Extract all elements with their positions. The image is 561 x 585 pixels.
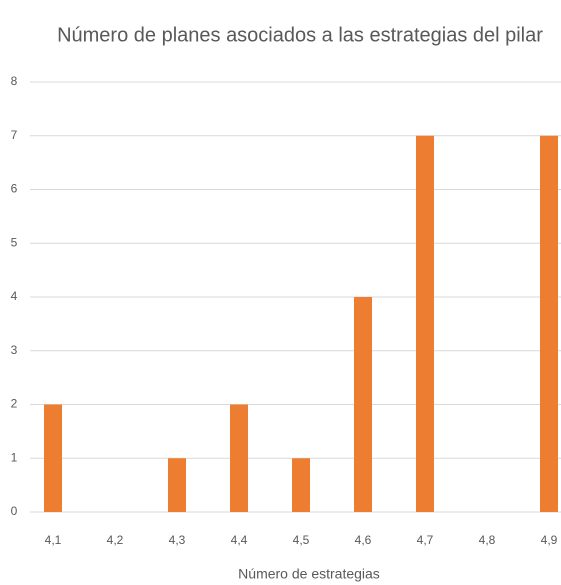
x-tick-label: 4,4 [231,533,248,547]
bar [354,297,372,512]
bar [540,135,558,512]
y-tick-label: 3 [11,343,18,357]
x-tick-label: 4,6 [355,533,372,547]
x-tick-label: 4,7 [417,533,434,547]
chart-title: Número de planes asociados a las estrate… [57,24,543,46]
x-tick-label: 4,9 [541,533,558,547]
bar [230,404,248,512]
x-tick-label: 4,1 [45,533,62,547]
bar [292,458,310,512]
x-tick-label: 4,3 [169,533,186,547]
y-tick-label: 2 [11,397,18,411]
bar [416,135,434,512]
y-tick-label: 4 [11,289,18,303]
y-tick-label: 5 [11,235,18,249]
y-tick-label: 6 [11,182,18,196]
bar [168,458,186,512]
bar [44,404,62,512]
y-tick-label: 1 [11,450,18,464]
y-tick-label: 7 [11,128,18,142]
y-tick-label: 8 [11,74,18,88]
x-tick-label: 4,8 [479,533,496,547]
x-tick-label: 4,5 [293,533,310,547]
y-tick-label: 0 [11,504,18,518]
x-axis-label: Número de estrategias [238,566,380,582]
x-tick-label: 4,2 [107,533,124,547]
